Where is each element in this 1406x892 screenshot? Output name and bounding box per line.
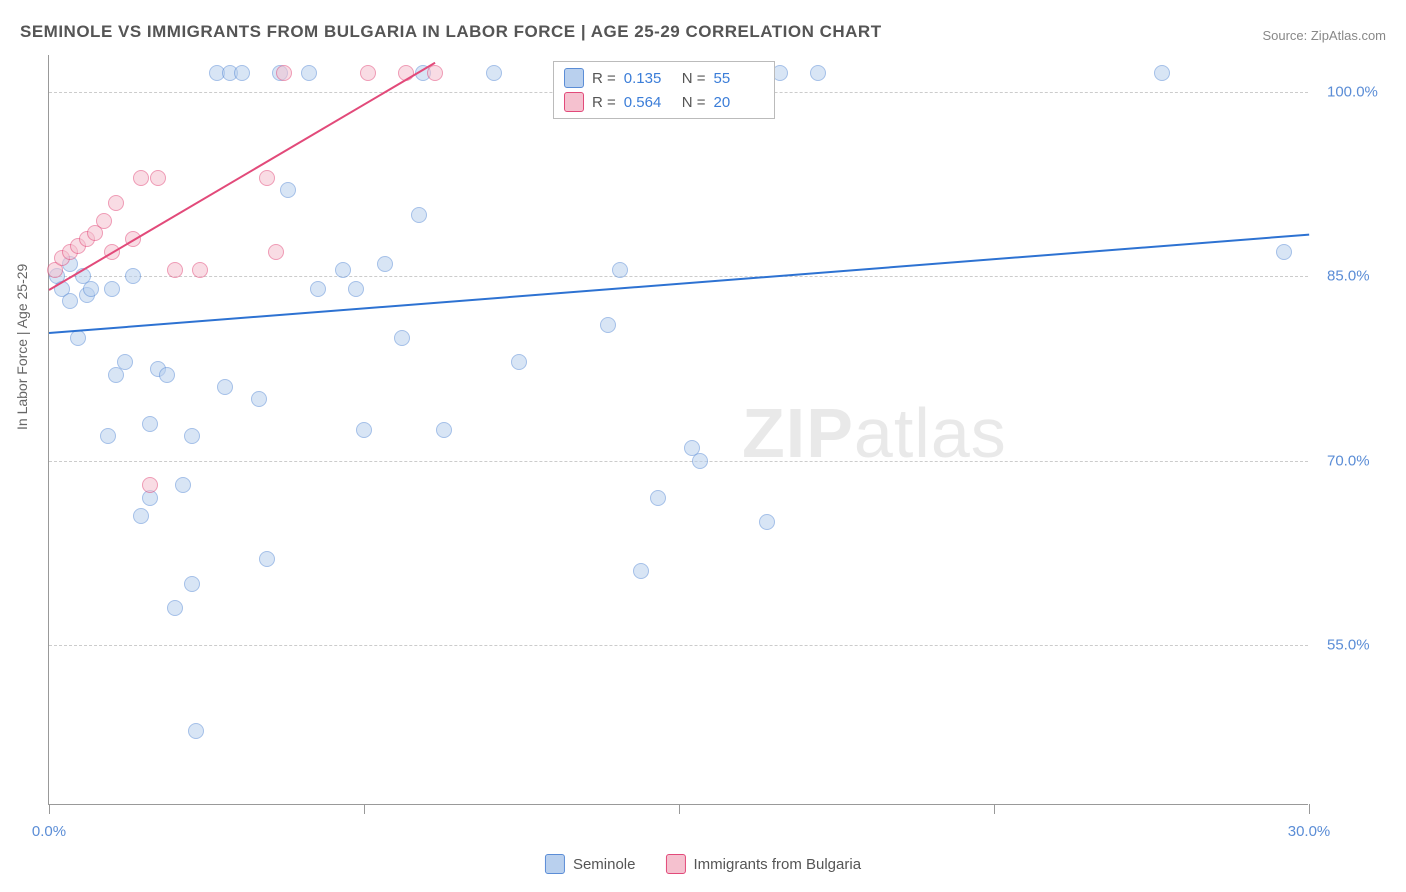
data-point — [96, 213, 112, 229]
data-point — [1154, 65, 1170, 81]
data-point — [133, 170, 149, 186]
x-tick-label: 30.0% — [1288, 823, 1331, 840]
bottom-legend: Seminole Immigrants from Bulgaria — [545, 854, 861, 874]
data-point — [188, 723, 204, 739]
stat-n-value: 55 — [714, 70, 764, 87]
legend-item: Seminole — [545, 854, 636, 874]
stat-r-label: R = — [592, 70, 616, 87]
y-tick-label: 70.0% — [1327, 452, 1370, 469]
data-point — [175, 477, 191, 493]
data-point — [217, 379, 233, 395]
data-point — [125, 268, 141, 284]
stat-swatch — [564, 68, 584, 88]
data-point — [117, 354, 133, 370]
data-point — [192, 262, 208, 278]
source-label: Source: ZipAtlas.com — [1262, 28, 1386, 43]
data-point — [184, 428, 200, 444]
trend-line — [48, 61, 435, 290]
data-point — [167, 262, 183, 278]
data-point — [427, 65, 443, 81]
data-point — [70, 330, 86, 346]
data-point — [259, 551, 275, 567]
y-tick-label: 85.0% — [1327, 268, 1370, 285]
stat-row: R = 0.564 N = 20 — [564, 90, 764, 114]
data-point — [310, 281, 326, 297]
data-point — [810, 65, 826, 81]
data-point — [633, 563, 649, 579]
data-point — [600, 317, 616, 333]
stat-row: R = 0.135 N = 55 — [564, 66, 764, 90]
data-point — [100, 428, 116, 444]
data-point — [411, 207, 427, 223]
data-point — [276, 65, 292, 81]
data-point — [234, 65, 250, 81]
y-tick-label: 55.0% — [1327, 637, 1370, 654]
legend-item: Immigrants from Bulgaria — [665, 854, 861, 874]
data-point — [184, 576, 200, 592]
data-point — [612, 262, 628, 278]
data-point — [268, 244, 284, 260]
data-point — [335, 262, 351, 278]
data-point — [104, 281, 120, 297]
data-point — [486, 65, 502, 81]
legend-label: Immigrants from Bulgaria — [693, 856, 861, 873]
data-point — [83, 281, 99, 297]
data-point — [259, 170, 275, 186]
data-point — [62, 293, 78, 309]
x-tick — [994, 804, 995, 814]
data-point — [394, 330, 410, 346]
y-tick-label: 100.0% — [1327, 83, 1378, 100]
data-point — [650, 490, 666, 506]
legend-swatch — [665, 854, 685, 874]
stat-swatch — [564, 92, 584, 112]
x-tick — [364, 804, 365, 814]
data-point — [251, 391, 267, 407]
gridline-h — [49, 276, 1308, 277]
data-point — [150, 170, 166, 186]
stat-r-value: 0.564 — [624, 94, 674, 111]
stat-r-value: 0.135 — [624, 70, 674, 87]
x-tick — [49, 804, 50, 814]
data-point — [692, 453, 708, 469]
x-tick-label: 0.0% — [32, 823, 66, 840]
data-point — [301, 65, 317, 81]
gridline-h — [49, 645, 1308, 646]
stat-n-label: N = — [682, 70, 706, 87]
stat-r-label: R = — [592, 94, 616, 111]
data-point — [142, 477, 158, 493]
legend-label: Seminole — [573, 856, 636, 873]
data-point — [133, 508, 149, 524]
data-point — [436, 422, 452, 438]
data-point — [356, 422, 372, 438]
y-axis-label: In Labor Force | Age 25-29 — [14, 264, 30, 430]
data-point — [759, 514, 775, 530]
stat-box: R = 0.135 N = 55 R = 0.564 N = 20 — [553, 61, 775, 119]
data-point — [377, 256, 393, 272]
x-tick — [679, 804, 680, 814]
chart-title: SEMINOLE VS IMMIGRANTS FROM BULGARIA IN … — [20, 22, 882, 42]
data-point — [348, 281, 364, 297]
data-point — [360, 65, 376, 81]
stat-n-label: N = — [682, 94, 706, 111]
data-point — [280, 182, 296, 198]
data-point — [108, 195, 124, 211]
stat-n-value: 20 — [714, 94, 764, 111]
data-point — [142, 416, 158, 432]
trend-line — [49, 233, 1309, 333]
data-point — [167, 600, 183, 616]
gridline-h — [49, 461, 1308, 462]
plot-area: 55.0%70.0%85.0%100.0%0.0%30.0%ZIPatlasR … — [48, 55, 1308, 805]
data-point — [159, 367, 175, 383]
legend-swatch — [545, 854, 565, 874]
data-point — [1276, 244, 1292, 260]
x-tick — [1309, 804, 1310, 814]
data-point — [511, 354, 527, 370]
